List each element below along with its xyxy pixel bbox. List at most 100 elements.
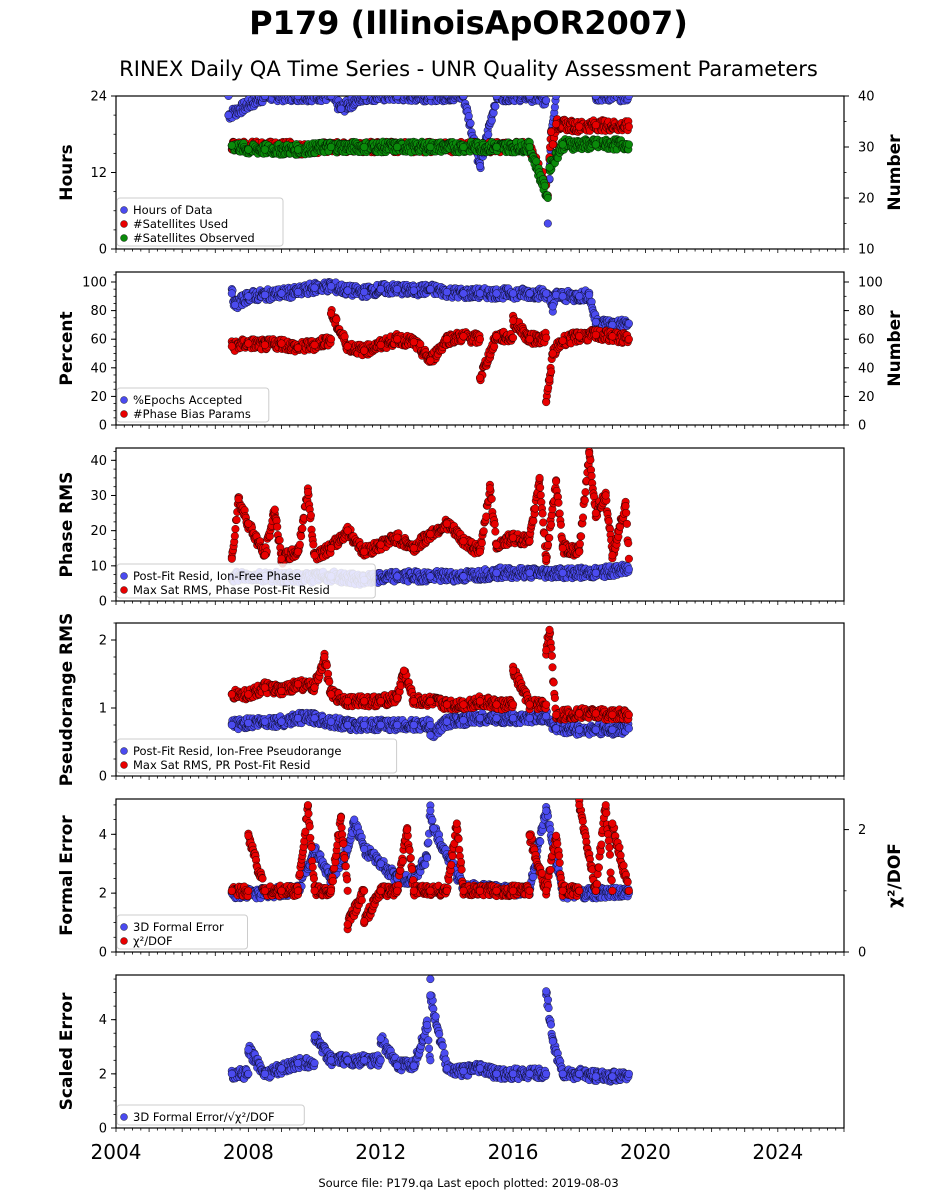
data-point [277, 339, 286, 348]
data-point [612, 96, 614, 97]
data-point [544, 540, 553, 549]
data-point [558, 336, 567, 345]
data-point [260, 145, 269, 154]
panel-2: 020406080100Percent020406080100Number%Ep… [57, 271, 905, 434]
data-point [282, 87, 290, 95]
data-point [525, 142, 534, 151]
data-point [521, 88, 529, 96]
data-point [321, 88, 329, 96]
data-point [503, 96, 505, 97]
data-point [536, 483, 545, 492]
data-point [397, 96, 402, 97]
data-point [231, 524, 240, 533]
data-point [600, 87, 608, 95]
data-point [476, 289, 485, 298]
data-point [591, 318, 600, 327]
data-point [476, 373, 485, 382]
data-point [260, 290, 269, 299]
data-point [366, 88, 374, 96]
page-subtitle: RINEX Daily QA Time Series - UNR Quality… [119, 57, 818, 81]
data-point [244, 292, 253, 301]
data-point [545, 163, 554, 172]
data-point [430, 96, 434, 97]
y2-axis-label: Number [885, 310, 905, 387]
legend-marker [120, 234, 128, 242]
y2-tick-label: 20 [858, 390, 875, 405]
points-layer [224, 87, 633, 228]
data-point [591, 96, 600, 100]
y2-tick-label: 40 [858, 90, 875, 105]
data-point [492, 568, 501, 577]
legend-marker [120, 410, 128, 418]
data-point [427, 88, 435, 96]
data-point [614, 88, 622, 96]
data-point [492, 332, 501, 341]
data-point [343, 342, 352, 351]
y-tick-label: 60 [90, 333, 107, 348]
data-point [547, 127, 556, 136]
data-point [545, 533, 554, 542]
legend-marker [120, 206, 128, 214]
data-point [376, 285, 385, 294]
legend-label: #Satellites Used [133, 217, 228, 231]
data-point [520, 87, 528, 95]
page-title: P179 (IllinoisApOR2007) [249, 4, 688, 42]
data-point [490, 342, 499, 351]
data-point [431, 96, 435, 97]
data-point [327, 335, 336, 344]
data-point [540, 181, 549, 190]
data-point [575, 122, 584, 131]
data-point [543, 219, 552, 228]
data-point [489, 108, 498, 117]
data-point [492, 289, 501, 298]
data-point [377, 88, 385, 96]
data-point [624, 565, 633, 574]
data-point [545, 375, 554, 384]
data-point [295, 540, 304, 549]
data-point [271, 88, 279, 96]
legend-marker [120, 396, 128, 404]
data-point [552, 96, 561, 100]
data-point [306, 511, 315, 520]
data-point [509, 316, 518, 325]
data-point [426, 142, 435, 151]
data-point [542, 289, 551, 298]
data-point [618, 87, 626, 95]
data-point [293, 96, 298, 97]
legend: Hours of Data#Satellites Used#Satellites… [116, 197, 284, 247]
data-point [426, 572, 435, 581]
data-point [279, 87, 287, 95]
data-point [393, 285, 402, 294]
y2-tick-label: 20 [858, 192, 875, 207]
data-point [539, 518, 548, 527]
data-point [227, 141, 236, 150]
y-tick-label: 0 [99, 419, 107, 434]
y-tick-label: 0 [99, 595, 107, 610]
y-tick-label: 30 [90, 489, 107, 504]
data-point [538, 509, 547, 518]
data-point [340, 332, 349, 341]
data-point [376, 340, 385, 349]
data-point [558, 292, 567, 301]
data-point [373, 96, 376, 97]
data-point [624, 96, 633, 100]
data-point [294, 145, 303, 154]
legend-box [116, 197, 284, 247]
data-point [528, 88, 536, 96]
data-point [429, 87, 437, 95]
data-point [325, 88, 333, 96]
data-point [402, 88, 410, 96]
data-point [513, 87, 521, 95]
points-layer [227, 278, 633, 407]
data-point [624, 122, 633, 131]
data-point [492, 96, 501, 100]
data-point [310, 340, 319, 349]
data-point [309, 540, 318, 549]
data-point [624, 335, 633, 344]
data-point [286, 88, 294, 96]
data-point [393, 572, 402, 581]
data-point [406, 88, 414, 96]
series-2 [227, 306, 633, 407]
data-point [406, 96, 409, 97]
data-point [543, 193, 552, 202]
